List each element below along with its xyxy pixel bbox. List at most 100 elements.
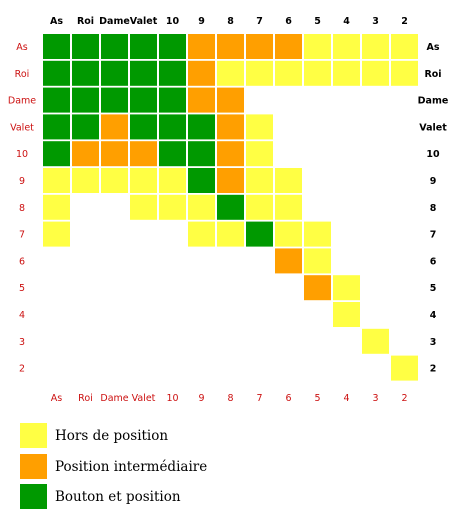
- hand-cell: [72, 168, 99, 193]
- column-label-bottom: 2: [401, 393, 407, 404]
- column-label-top: 4: [343, 16, 350, 27]
- hand-cell: [304, 275, 331, 301]
- column-label-bottom: 10: [166, 393, 178, 404]
- hand-cell: [101, 168, 128, 193]
- hand-cell: [246, 141, 273, 167]
- hand-cell: [246, 168, 273, 193]
- hand-cell: [217, 60, 244, 86]
- hand-cell: [72, 141, 99, 167]
- hand-cell: [43, 141, 70, 167]
- row-label-left: 5: [19, 283, 25, 294]
- legend-item-intermediaire: Position intermédiaire: [18, 454, 438, 482]
- column-label-top: Dame: [99, 16, 130, 27]
- column-label-top: Roi: [77, 16, 94, 27]
- hand-cell: [304, 248, 331, 274]
- legend-swatch-bouton: [20, 484, 47, 509]
- hand-cell: [72, 87, 99, 113]
- left-row-labels: As Roi Dame Valet 10 9 8 7 6 5 4 3 2: [8, 42, 36, 375]
- hand-cell: [217, 168, 244, 193]
- hand-cell: [217, 141, 244, 167]
- hand-cell: [246, 60, 273, 86]
- column-label-top: 3: [372, 16, 379, 27]
- hand-cell: [217, 34, 244, 59]
- hand-cell: [43, 34, 70, 59]
- column-label-bottom: 7: [256, 393, 262, 404]
- hand-cell: [130, 34, 157, 59]
- row-label-right: 5: [430, 283, 437, 294]
- legend-swatch-hors: [20, 423, 47, 448]
- hand-cell: [391, 34, 418, 59]
- column-label-top: 8: [227, 16, 234, 27]
- column-label-top: 2: [401, 16, 408, 27]
- hand-cell: [333, 302, 360, 327]
- hand-cell: [304, 221, 331, 247]
- hand-cell: [130, 87, 157, 113]
- hand-cell: [43, 168, 70, 193]
- hand-cell: [188, 34, 215, 59]
- hand-cell: [188, 194, 215, 220]
- hand-cell: [188, 168, 215, 193]
- row-label-right: 9: [430, 176, 437, 187]
- hand-cell: [304, 34, 331, 59]
- hand-cell: [217, 194, 244, 220]
- hand-cell: [159, 34, 186, 59]
- legend: Hors de position Position intermédiaire …: [18, 423, 438, 509]
- column-label-top: 9: [198, 16, 205, 27]
- column-label-bottom: 5: [314, 393, 320, 404]
- hand-cell: [188, 114, 215, 140]
- hand-cell: [159, 87, 186, 113]
- hand-cell: [275, 60, 302, 86]
- row-label-left: 7: [19, 230, 25, 241]
- hand-cell: [72, 34, 99, 59]
- hand-cell: [43, 60, 70, 86]
- legend-label-bouton: Bouton et position: [55, 489, 181, 505]
- row-label-right: 8: [430, 203, 437, 214]
- column-label-bottom: As: [51, 393, 62, 404]
- row-label-left: 4: [19, 310, 25, 321]
- hand-cell: [391, 355, 418, 381]
- row-label-right: Valet: [419, 122, 447, 133]
- row-label-left: 8: [19, 203, 25, 214]
- hand-cell: [43, 194, 70, 220]
- hand-cell: [101, 34, 128, 59]
- column-label-top: 7: [256, 16, 263, 27]
- hand-cell: [159, 114, 186, 140]
- hand-cell: [130, 60, 157, 86]
- top-column-labels: As Roi Dame Valet 10 9 8 7 6 5 4 3 2: [50, 16, 408, 27]
- hand-cell: [246, 194, 273, 220]
- hand-cell: [101, 87, 128, 113]
- row-label-left: 6: [19, 256, 25, 267]
- hand-cell: [362, 34, 389, 59]
- row-label-right: As: [426, 42, 439, 53]
- hand-cell: [72, 114, 99, 140]
- hand-cells: [43, 34, 418, 381]
- row-label-left: Valet: [10, 122, 34, 133]
- hand-cell: [217, 87, 244, 113]
- hand-cell: [333, 60, 360, 86]
- hand-cell: [362, 328, 389, 354]
- column-label-bottom: Valet: [132, 393, 156, 404]
- row-label-right: 3: [430, 337, 437, 348]
- hand-cell: [188, 60, 215, 86]
- hand-cell: [72, 60, 99, 86]
- hand-cell: [101, 114, 128, 140]
- hand-cell: [217, 221, 244, 247]
- hand-cell: [159, 60, 186, 86]
- hand-cell: [333, 275, 360, 301]
- hand-cell: [159, 194, 186, 220]
- column-label-top: Valet: [130, 16, 158, 27]
- hand-cell: [333, 34, 360, 59]
- row-label-right: 2: [430, 364, 437, 375]
- hand-cell: [275, 194, 302, 220]
- row-label-right: Roi: [424, 69, 441, 80]
- hand-cell: [43, 114, 70, 140]
- hand-cell: [130, 114, 157, 140]
- legend-item-bouton: Bouton et position: [18, 484, 438, 512]
- column-label-bottom: Roi: [78, 393, 93, 404]
- hand-cell: [130, 168, 157, 193]
- hand-cell: [246, 114, 273, 140]
- row-label-right: 7: [430, 230, 437, 241]
- hand-cell: [246, 221, 273, 247]
- row-label-left: 9: [19, 176, 25, 187]
- hand-cell: [275, 248, 302, 274]
